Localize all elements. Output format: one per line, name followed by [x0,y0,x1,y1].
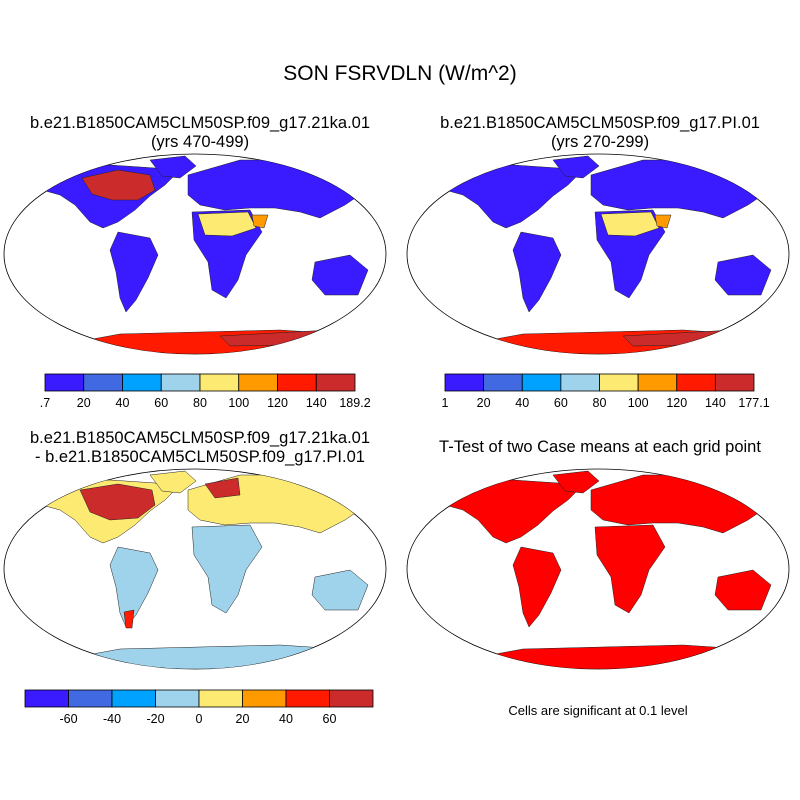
colorbar-tick-label: 177.1 [738,396,770,410]
colorbar-tick-label: 100 [627,396,649,410]
panel2-title-line2: (yrs 270-299) [550,133,650,151]
sahara-patch [197,211,257,237]
south-america [512,231,562,313]
colorbar-box [122,373,162,392]
colorbar-tick-label: 20 [76,396,91,410]
colorbar-tick-label: 60 [322,712,337,726]
colorbar-box [714,373,755,392]
colorbar-box [599,373,639,392]
colorbar-tick-label: 100 [228,396,250,410]
colorbar-tick-label: 120 [666,396,688,410]
colorbar-tick-label: 40 [279,712,293,726]
south-america [109,231,159,313]
colorbar-box [285,689,330,708]
colorbar-tick-label: -40 [102,712,122,726]
panel1-colorbar [44,373,356,392]
colorbar-tick-label: 120 [267,396,288,410]
colorbar-box [444,373,485,392]
colorbar-tick-label: -20 [146,712,165,726]
colorbar-tick-label: 60 [154,396,169,410]
colorbar-box [676,373,716,392]
australia [311,569,369,611]
arabia-patch [654,214,672,229]
colorbar-tick-label: 80 [592,396,607,410]
colorbar-box [238,373,278,392]
colorbar-tick-label: 80 [193,396,207,410]
greenland [552,155,600,179]
panel3-colorbar [24,689,374,708]
figure-title: SON FSRVDLN (W/m^2) [283,62,517,85]
colorbar-box [83,373,123,392]
panel2-map [406,153,790,355]
colorbar-box [199,373,240,392]
arabia-patch [251,214,269,229]
fennoscandia-patch [204,477,241,499]
colorbar-box [160,373,201,392]
colorbar-tick-label: 40 [515,396,530,410]
colorbar-box [155,689,200,708]
panel4-map [406,468,790,670]
panel4-title: T-Test of two Case means at each grid po… [439,438,761,456]
colorbar-box [242,689,287,708]
colorbar-tick-label: 40 [115,396,130,410]
panel2-title-line1: b.e21.B1850CAM5CLM50SP.f09_g17.PI.01 [440,114,760,132]
colorbar-box [315,373,356,392]
panel1-title-line2: (yrs 470-499) [150,133,250,151]
colorbar-box [277,373,317,392]
colorbar-box [111,689,156,708]
sahara-patch [600,211,660,237]
colorbar-tick-label: 189.2 [339,396,371,410]
colorbar-tick-label: 60 [553,396,568,410]
colorbar-tick-label: 20 [476,396,491,410]
significance-note: Cells are significant at 0.1 level [508,703,688,718]
patagonia-patch [123,609,135,629]
panel3-title-line1: b.e21.B1850CAM5CLM50SP.f09_g17.21ka.01 [29,429,371,447]
panel2-colorbar [444,373,755,392]
ice-sheet-patch [81,169,156,201]
colorbar-box [198,689,243,708]
south-america [512,546,562,628]
colorbar-tick-label: -60 [59,712,78,726]
greenland [552,470,600,494]
colorbar-tick-label: 20 [235,712,250,726]
africa [594,524,666,614]
colorbar-box [68,689,113,708]
colorbar-tick-label: 0 [195,712,203,726]
colorbar-box [329,689,374,708]
colorbar-box [521,373,562,392]
greenland [149,470,197,494]
colorbar-tick-label: 1 [441,396,449,410]
colorbar-box [44,373,85,392]
africa [191,524,263,614]
colorbar-tick-label: .7 [39,396,51,410]
australia [714,254,772,296]
greenland [149,155,197,179]
colorbar-box [637,373,678,392]
colorbar-tick-label: 140 [305,396,327,410]
colorbar-box [24,689,69,708]
australia [311,254,369,296]
panel3-title-line2: - b.e21.B1850CAM5CLM50SP.f09_g17.PI.01 [35,448,365,466]
colorbar-box [560,373,600,392]
laurentide-patch [79,483,156,521]
colorbar-tick-label: 140 [704,396,726,410]
panel1-map [3,153,387,355]
australia [714,569,772,611]
panel1-title-line1: b.e21.B1850CAM5CLM50SP.f09_g17.21ka.01 [29,114,371,132]
colorbar-box [483,373,523,392]
panel3-map [3,468,387,670]
